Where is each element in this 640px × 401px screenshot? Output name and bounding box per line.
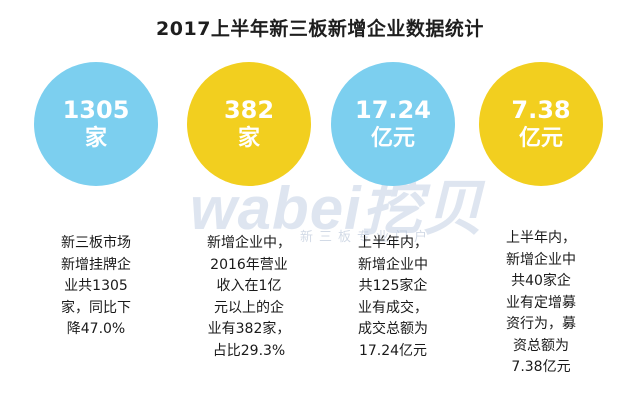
stat-description-financing: 上半年内， 新增企业中 共40家企 业有定增募 资行为，募 资总额为 7.38亿… <box>506 230 576 375</box>
stat-value: 17.24 <box>355 96 431 124</box>
stat-circle-turnover: 17.24 亿元 <box>331 62 455 186</box>
stat-unit: 亿元 <box>518 126 563 151</box>
stat-circle-listings: 1305 家 <box>34 62 158 186</box>
page-title: 2017上半年新三板新增企业数据统计 <box>156 18 484 40</box>
stat-value: 1305 <box>62 96 130 124</box>
stat-description-turnover: 上半年内， 新增企业中 共125家企 业有成交， 成交总额为 17.24亿元 <box>358 235 428 359</box>
stat-circle-revenue: 382 家 <box>187 62 311 186</box>
stat-value: 382 <box>223 96 275 124</box>
stat-unit: 家 <box>237 126 260 151</box>
stat-circle-financing: 7.38 亿元 <box>479 62 603 186</box>
stat-unit: 亿元 <box>370 126 415 151</box>
stat-description-revenue: 新增企业中， 2016年营业 收入在1亿 元以上的企 业有382家， 占比29.… <box>207 235 291 359</box>
stat-unit: 家 <box>84 126 107 151</box>
stat-value: 7.38 <box>511 96 571 124</box>
stat-description-listings: 新三板市场 新增挂牌企 业共1305 家，同比下 降47.0% <box>61 235 131 337</box>
